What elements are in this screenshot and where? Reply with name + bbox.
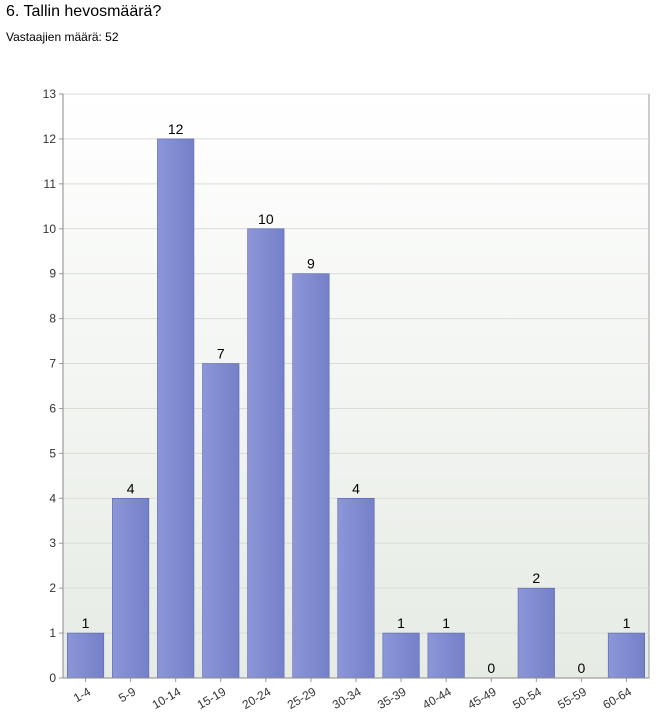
data-label-25-29: 9 xyxy=(307,256,315,272)
data-label-60-64: 1 xyxy=(623,615,631,631)
x-axis: 1-4 5-9 10-14 15-19 20-24 25-29 30-34 35-39 40-4… xyxy=(71,678,634,712)
y-tick-label: 11 xyxy=(44,177,57,191)
bar-20-24 xyxy=(247,228,285,679)
y-tick-label: 13 xyxy=(43,87,57,101)
data-label-5-9: 4 xyxy=(127,480,135,496)
x-tick-label: 40-44 xyxy=(420,684,454,712)
data-label-30-34: 4 xyxy=(352,480,360,496)
data-label-40-44: 1 xyxy=(442,615,450,631)
data-label-1-4: 1 xyxy=(82,615,90,631)
x-tick-label: 30-34 xyxy=(330,684,364,712)
x-tick-label: 45-49 xyxy=(465,684,499,712)
x-tick-label: 10-14 xyxy=(150,684,184,712)
y-tick-label: 4 xyxy=(49,491,56,505)
data-label-10-14: 12 xyxy=(168,121,184,137)
y-tick-label: 5 xyxy=(49,446,56,460)
respondent-count: Vastaajien määrä: 52 xyxy=(6,30,119,44)
x-tick-label: 15-19 xyxy=(195,684,229,712)
data-label-20-24: 10 xyxy=(258,211,274,227)
data-label-15-19: 7 xyxy=(217,346,225,362)
y-tick-label: 9 xyxy=(49,267,56,281)
x-tick-label: 20-24 xyxy=(240,684,274,712)
y-tick-label: 10 xyxy=(43,222,57,236)
x-tick-label: 25-29 xyxy=(285,684,319,712)
bar-15-19 xyxy=(202,363,240,679)
bar-35-39 xyxy=(382,632,420,679)
bar-25-29 xyxy=(292,273,330,679)
question-title: 6. Tallin hevosmäärä? xyxy=(6,3,162,20)
bar-1-4 xyxy=(66,632,105,679)
x-tick-label: 5-9 xyxy=(116,684,138,705)
bar-5-9 xyxy=(112,498,150,679)
x-tick-label: 55-59 xyxy=(555,684,589,712)
y-tick-label: 12 xyxy=(43,132,57,146)
x-tick-label: 35-39 xyxy=(375,684,409,712)
data-label-45-49: 0 xyxy=(487,660,495,676)
y-tick-label: 2 xyxy=(49,581,56,595)
x-tick-label: 50-54 xyxy=(510,684,544,712)
bar-60-64 xyxy=(607,632,646,679)
data-label-35-39: 1 xyxy=(397,615,405,631)
y-tick-label: 1 xyxy=(49,626,56,640)
y-tick-label: 6 xyxy=(49,401,56,415)
data-label-55-59: 0 xyxy=(577,660,585,676)
bar-50-54 xyxy=(517,587,555,679)
data-label-50-54: 2 xyxy=(532,570,540,586)
x-tick-label: 60-64 xyxy=(600,684,634,712)
bar-40-44 xyxy=(427,632,465,679)
y-tick-label: 7 xyxy=(49,357,56,371)
y-tick-label: 8 xyxy=(49,312,56,326)
y-tick-label: 3 xyxy=(49,536,56,550)
bars xyxy=(66,138,646,679)
y-tick-label: 0 xyxy=(49,671,56,685)
bar-30-34 xyxy=(337,498,375,679)
bar-10-14 xyxy=(157,138,195,679)
x-tick-label: 1-4 xyxy=(71,684,93,705)
